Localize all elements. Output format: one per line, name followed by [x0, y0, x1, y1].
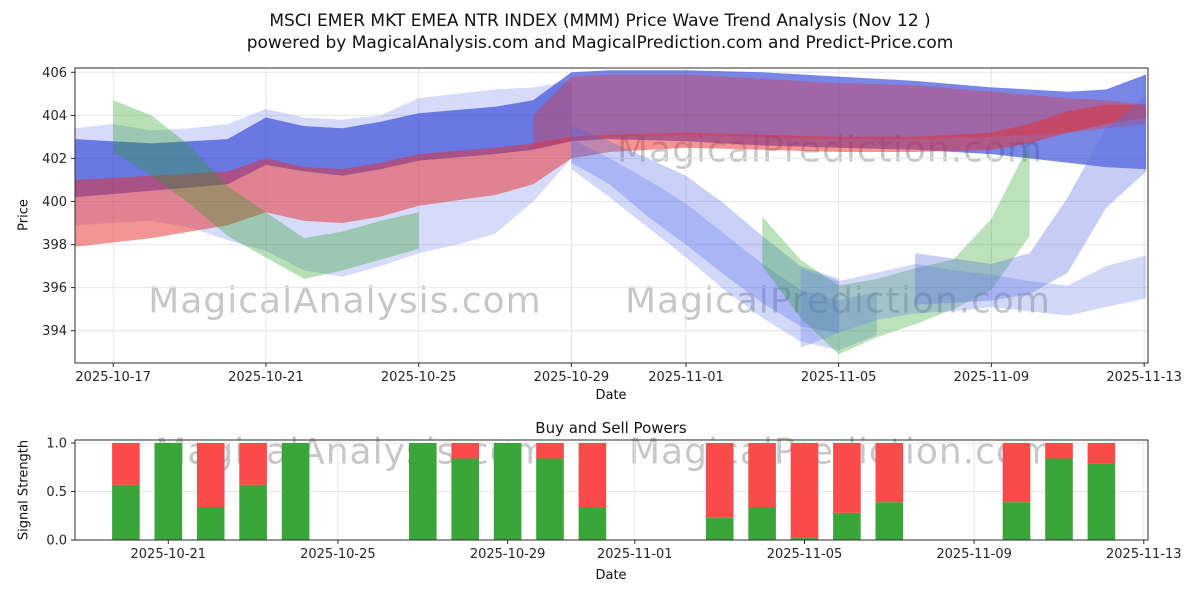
sell-bar [705, 443, 734, 518]
sell-bar [536, 443, 564, 459]
buy-bar [790, 538, 819, 540]
sell-bar [239, 443, 267, 485]
sell-bar [833, 443, 861, 513]
band-green-left-band [113, 100, 419, 279]
buy-bar [1045, 458, 1073, 540]
y-tick-label: 396 [42, 281, 67, 296]
x-tick-label: 2025-10-21 [228, 370, 304, 385]
band-blue-dive-band-2 [571, 139, 877, 351]
axes-frame [74, 67, 1149, 364]
band-red-upper-band [533, 74, 1147, 148]
buy-bar [578, 507, 607, 540]
band-light-blue-rise-right [915, 96, 1147, 305]
y-tick-label: 0.0 [46, 534, 67, 549]
buy-bar [1087, 463, 1116, 540]
y-tick-label: 1.0 [46, 437, 67, 452]
buy-bar [705, 517, 734, 540]
price-wave-chart: 394 396 398 400 402 404 406 2025-10-17 2025-10-2… [42, 66, 1182, 385]
y-tick-label: 400 [42, 195, 67, 210]
buy-bar [748, 507, 776, 540]
buy-bar [154, 443, 183, 540]
sell-bar [1045, 443, 1073, 459]
band-red-main-band [75, 104, 1147, 247]
buy-bar [1002, 502, 1031, 540]
sell-bar [748, 443, 776, 507]
band-blue-dive-band-1 [571, 126, 839, 333]
x-tick-label: 2025-11-05 [767, 547, 843, 562]
x-tick-label: 2025-11-01 [648, 370, 724, 385]
x-tick-label: 2025-10-17 [75, 370, 151, 385]
sell-bar [875, 443, 904, 503]
buy-bar [875, 502, 904, 540]
y-tick-label: 404 [42, 109, 67, 124]
x-tick-label: 2025-11-05 [801, 370, 877, 385]
buy-bar [281, 443, 310, 540]
sell-bar [451, 443, 479, 459]
buy-bar [196, 507, 225, 540]
x-tick-label: 2025-11-13 [1106, 547, 1182, 562]
buy-bar [493, 443, 522, 540]
y-tick-label: 394 [42, 324, 67, 339]
x-tick-label: 2025-11-09 [936, 547, 1012, 562]
band-light-blue-low-right [800, 255, 1147, 348]
x-tick-label: 2025-11-09 [954, 370, 1030, 385]
x-tick-label: 2025-10-29 [534, 370, 610, 385]
y-tick-label: 402 [42, 152, 67, 167]
buy-bar [536, 458, 564, 540]
sell-bar [196, 443, 225, 507]
x-tick-label: 2025-10-25 [381, 370, 457, 385]
x-tick-label: 2025-11-01 [597, 547, 673, 562]
band-green-right-band [762, 143, 1030, 355]
axes-frame [74, 439, 1149, 541]
sell-bar [112, 443, 140, 485]
sell-bar [578, 443, 607, 507]
buy-sell-powers-chart: 0.0 0.5 1.0 2025-10-21 2025-10-25 2025-10-29 2… [46, 437, 1181, 563]
sell-bar [790, 443, 819, 539]
buy-bar [409, 443, 437, 540]
sell-bar [1002, 443, 1031, 503]
buy-bar [112, 484, 140, 540]
x-tick-label: 2025-11-13 [1106, 370, 1182, 385]
sell-bar [1087, 443, 1116, 464]
y-tick-label: 406 [42, 66, 67, 81]
x-tick-label: 2025-10-21 [131, 547, 207, 562]
x-tick-label: 2025-10-25 [300, 547, 376, 562]
x-tick-label: 2025-10-29 [470, 547, 546, 562]
buy-bar [833, 512, 861, 540]
buy-bar [239, 484, 267, 540]
y-tick-label: 0.5 [46, 485, 67, 500]
y-tick-label: 398 [42, 238, 67, 253]
buy-bar [451, 458, 479, 540]
band-blue-main-band [75, 70, 1147, 198]
